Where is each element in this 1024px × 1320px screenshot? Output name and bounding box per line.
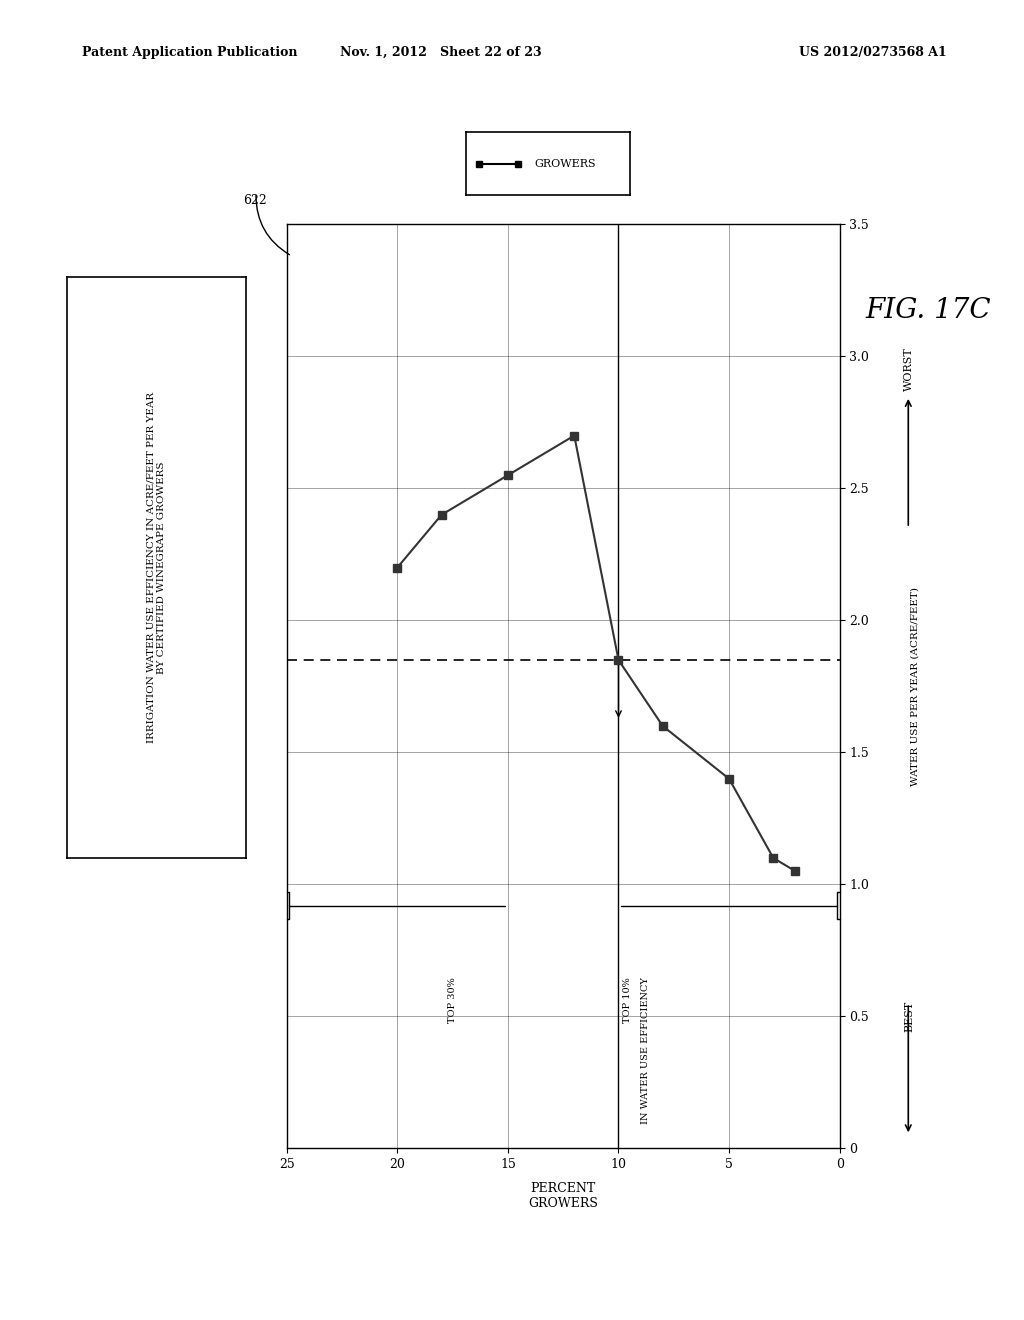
Text: IN WATER USE EFFICIENCY: IN WATER USE EFFICIENCY xyxy=(641,977,649,1123)
X-axis label: PERCENT
GROWERS: PERCENT GROWERS xyxy=(528,1183,598,1210)
Text: FIG. 17C: FIG. 17C xyxy=(865,297,991,323)
Y-axis label: WATER USE PER YEAR (ACRE/FEET): WATER USE PER YEAR (ACRE/FEET) xyxy=(911,587,920,785)
Text: TOP 30%: TOP 30% xyxy=(449,977,457,1023)
Text: Nov. 1, 2012   Sheet 22 of 23: Nov. 1, 2012 Sheet 22 of 23 xyxy=(340,46,541,59)
Text: BEST: BEST xyxy=(904,1001,914,1032)
Text: US 2012/0273568 A1: US 2012/0273568 A1 xyxy=(799,46,946,59)
Text: Patent Application Publication: Patent Application Publication xyxy=(82,46,297,59)
Text: WORST: WORST xyxy=(904,347,914,392)
Text: GROWERS: GROWERS xyxy=(535,158,596,169)
Text: IRRIGATION WATER USE EFFICIENCY IN ACRE/FEET PER YEAR
BY CERTIFIED WINEGRAPE GRO: IRRIGATION WATER USE EFFICIENCY IN ACRE/… xyxy=(146,392,166,743)
Text: 622: 622 xyxy=(243,194,266,207)
Text: TOP 10%: TOP 10% xyxy=(623,977,632,1023)
